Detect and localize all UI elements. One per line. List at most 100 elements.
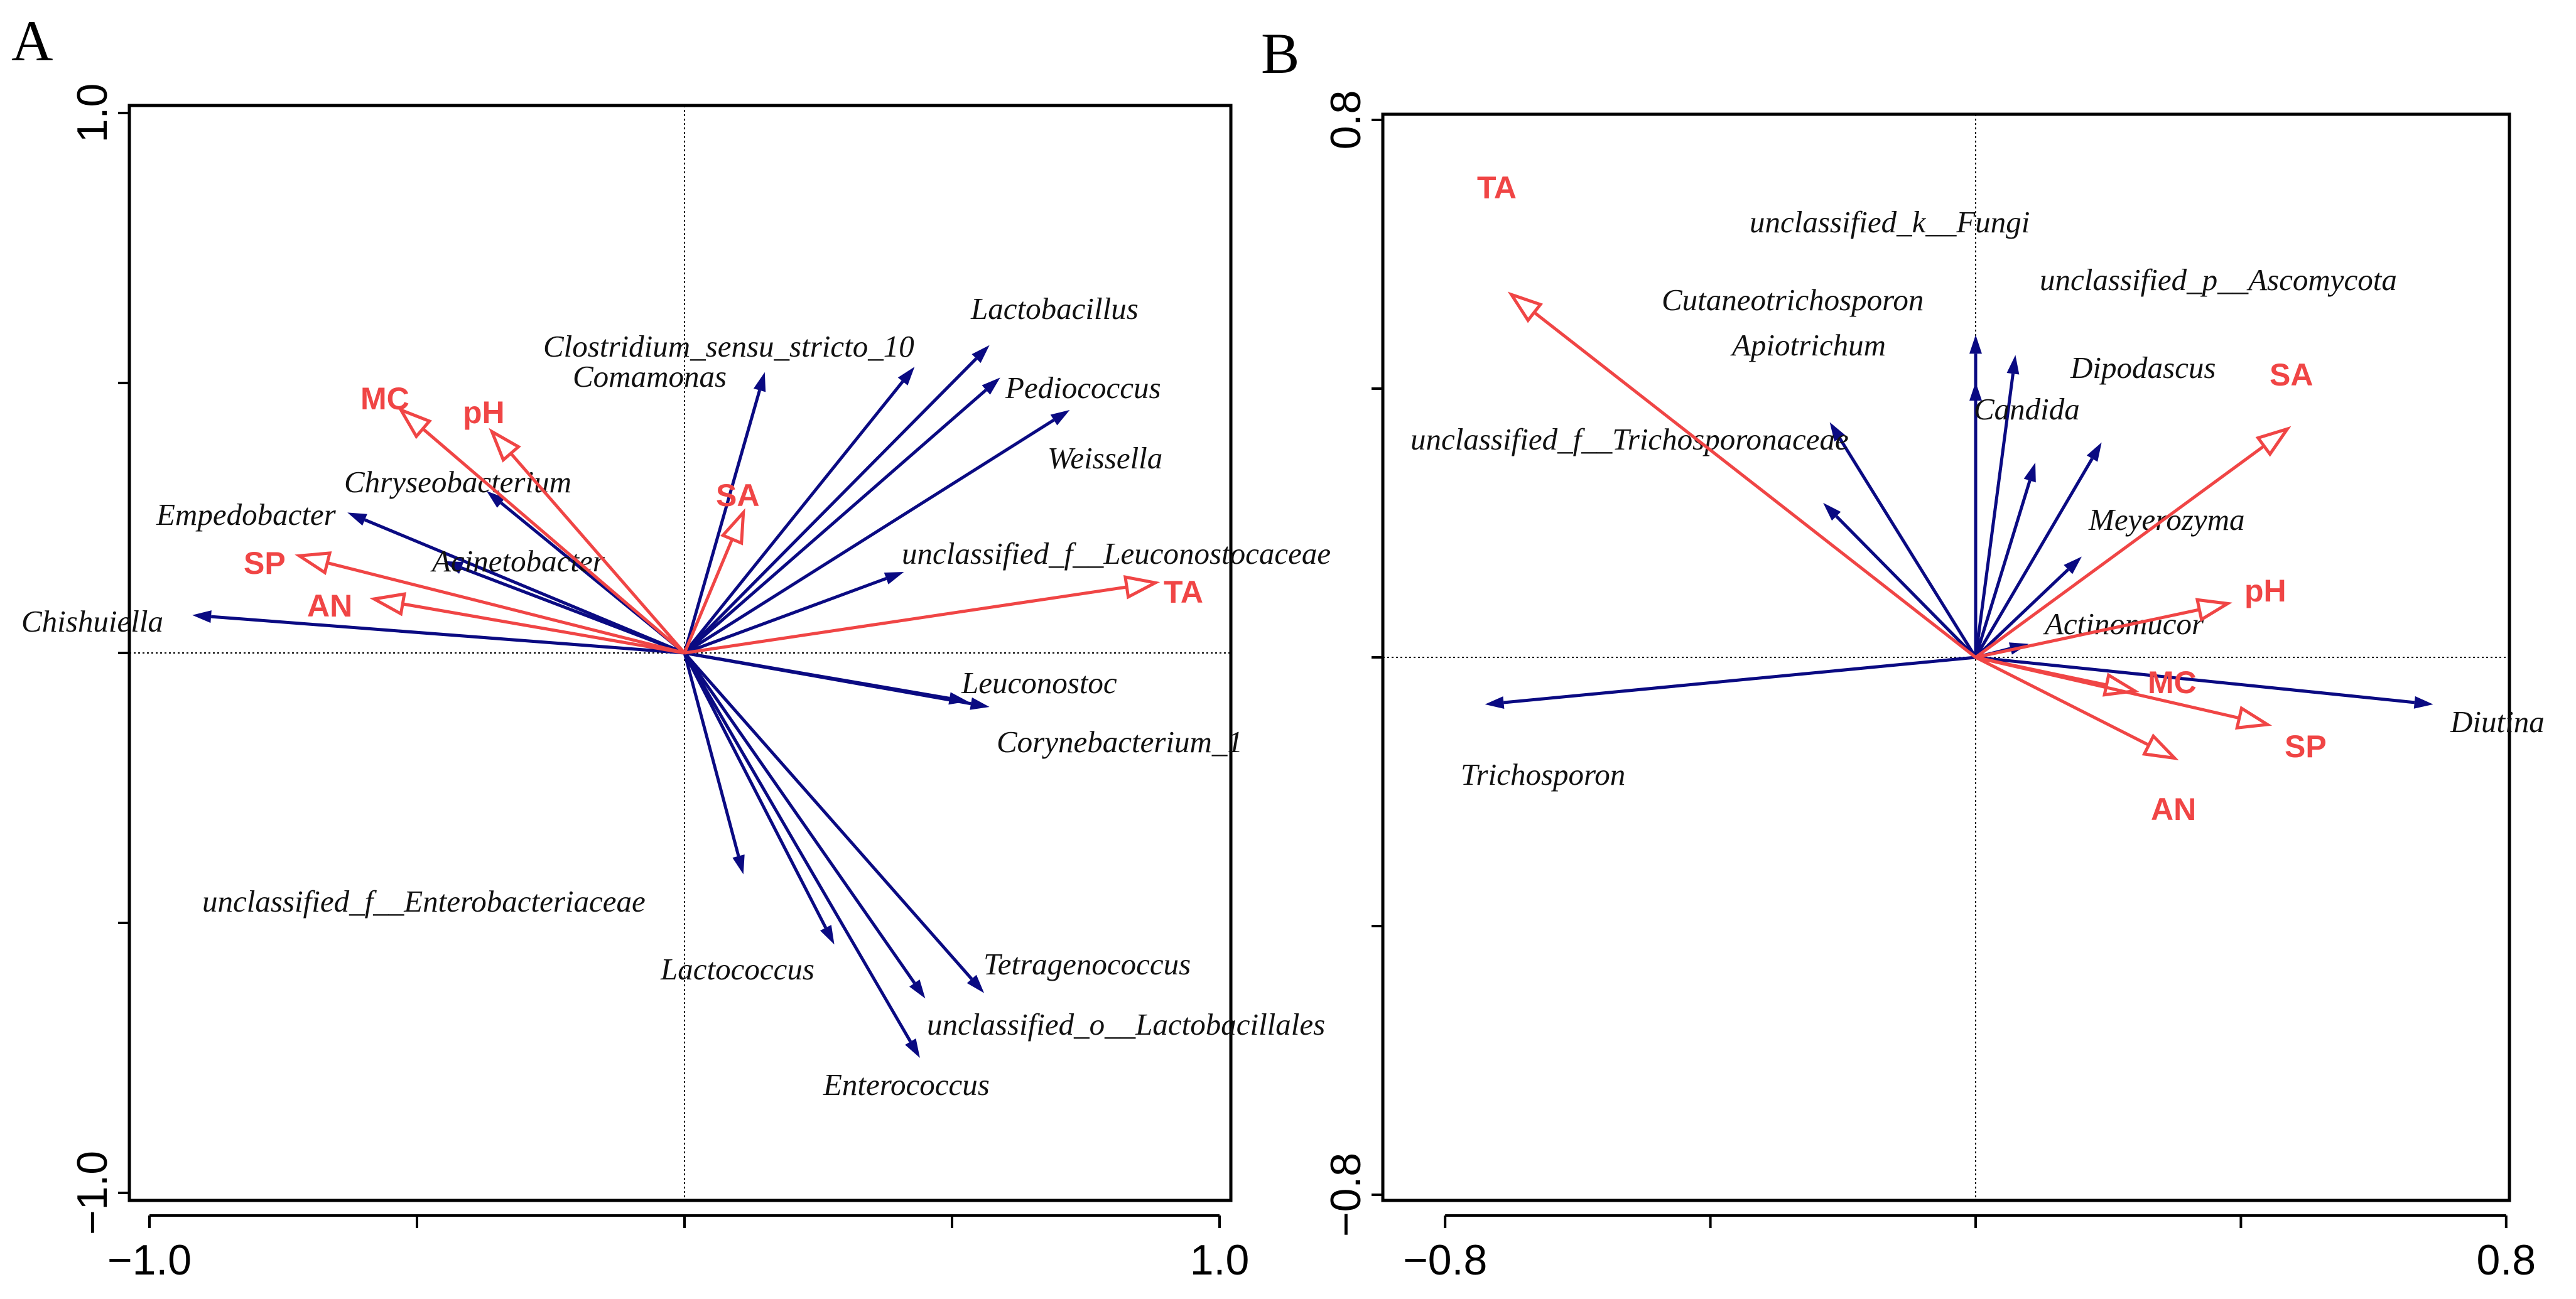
species-arrowhead-unclassified-p-ascomycota (2006, 355, 2020, 375)
species-arrow-lactococcus (683, 652, 828, 929)
species-label-clostridium-sensu-stricto-10: Clostridium_sensu_stricto_10 (543, 329, 914, 364)
species-arrow-acinetobacter (460, 566, 685, 655)
species-arrowhead-comamonas (753, 372, 766, 392)
env-label-an: AN (2151, 792, 2196, 827)
species-arrow-tetragenococcus (683, 652, 973, 980)
species-label-diutina: Diutina (2450, 704, 2545, 739)
env-arrowhead-sp (295, 551, 332, 575)
species-arrowhead-empedobacter (347, 512, 367, 526)
species-arrowhead-lactococcus (820, 925, 835, 945)
species-label-trichosporon: Trichosporon (1461, 757, 1625, 792)
species-label-unclassified-o-lactobacillales: unclassified_o__Lactobacillales (927, 1007, 1325, 1042)
env-label-an: AN (307, 588, 352, 623)
x-tick-label-b: 0.8 (2477, 1236, 2536, 1284)
env-arrowhead-sp (2234, 706, 2273, 730)
species-arrow-corynebacterium-1 (684, 651, 971, 706)
env-arrowhead-sa (720, 508, 745, 546)
env-label-sa: SA (2270, 357, 2313, 392)
species-label-corynebacterium-1: Corynebacterium_1 (997, 725, 1243, 759)
env-arrowhead-sa (2255, 426, 2292, 457)
species-label-comamonas: Comamonas (573, 359, 727, 394)
species-arrow-unclassified-o-lactobacillales (683, 652, 916, 984)
species-arrow-candida (1974, 480, 2032, 658)
panel-letter-a: A (11, 9, 53, 73)
species-label-pediococcus: Pediococcus (1005, 370, 1161, 405)
species-label-leuconostoc: Leuconostoc (961, 666, 1117, 700)
species-arrowhead-tetragenococcus (966, 974, 985, 993)
env-arrow-ph (1975, 608, 2200, 659)
species-arrow-unclassified-f-leuconostocaceae (684, 577, 887, 655)
y-tick-label-b: 0.8 (1322, 90, 1370, 150)
panel-letter-b: B (1261, 21, 1299, 85)
species-arrowhead-corynebacterium-1 (970, 697, 990, 710)
species-label-tetragenococcus: Tetragenococcus (983, 947, 1191, 981)
species-arrowhead-apiotrichum (1829, 422, 1845, 442)
species-arrowhead-lactobacillus (971, 345, 990, 364)
species-arrowhead-dipodascus (2086, 442, 2102, 462)
species-label-lactococcus: Lactococcus (660, 952, 814, 986)
env-arrow-ta (1533, 311, 1977, 659)
env-arrowhead-ta (1507, 291, 1544, 323)
species-label-enterococcus: Enterococcus (823, 1067, 990, 1102)
species-arrow-chishuiella (210, 615, 685, 655)
env-arrow-sa (683, 538, 734, 654)
x-tick-label-a: 1.0 (1190, 1236, 1250, 1284)
species-arrow-unclassified-f-enterobacteriaceae (683, 652, 740, 857)
species-arrowhead-clostridium-sensu-stricto-10 (897, 367, 915, 385)
species-label-unclassified-f-trichosporonaceae: unclassified_f__Trichosporonaceae (1410, 422, 1849, 456)
species-arrow-comamonas (683, 389, 761, 654)
species-arrowhead-unclassified-o-lactobacillales (909, 979, 926, 999)
env-arrowhead-ph (2195, 598, 2232, 622)
species-label-weissella: Weissella (1047, 441, 1162, 475)
species-label-meyerozyma: Meyerozyma (2088, 502, 2245, 537)
species-arrow-lactobacillus (683, 357, 978, 654)
species-label-empedobacter: Empedobacter (156, 497, 337, 532)
env-arrowhead-an (2141, 733, 2179, 760)
env-arrow-sp (327, 561, 685, 655)
panel-a-plot: −1.0 1.0 −1.0 1.0 Lactobacillus Clostridium_s… (21, 84, 1331, 1284)
species-arrowhead-meyerozyma (2064, 556, 2082, 574)
species-arrowhead-trichosporon (1485, 696, 1505, 709)
env-label-ta: TA (1477, 170, 1517, 205)
species-arrowhead-cutaneotrichosporon (1969, 382, 1982, 401)
species-arrowhead-chryseobacterium (486, 491, 506, 508)
env-label-mc: MC (360, 381, 409, 416)
env-label-sa: SA (716, 478, 759, 513)
species-arrow-clostridium-sensu-stricto-10 (683, 380, 904, 654)
y-tick-label-b: −0.8 (1322, 1153, 1370, 1237)
species-arrow-unclassified-p-ascomycota (1974, 373, 2015, 658)
env-arrow-mc (421, 428, 686, 654)
species-arrowhead-unclassified-k-fungi (1969, 335, 1982, 354)
species-label-apiotrichum: Apiotrichum (1730, 328, 1886, 362)
species-label-unclassified-p-ascomycota: unclassified_p__Ascomycota (2040, 262, 2397, 297)
species-arrowhead-unclassified-f-leuconostocaceae (884, 572, 904, 585)
species-arrowhead-enterococcus (905, 1038, 920, 1058)
species-arrow-diutina (1975, 655, 2415, 704)
species-label-unclassified-k-fungi: unclassified_k__Fungi (1750, 205, 2030, 239)
env-label-ph: pH (2244, 573, 2286, 608)
species-label-dipodascus: Dipodascus (2070, 350, 2216, 385)
env-arrow-an (402, 602, 685, 655)
env-arrow-ta (684, 585, 1127, 655)
x-tick-label-a: −1.0 (107, 1236, 192, 1284)
env-arrowhead-an (369, 592, 406, 617)
species-arrowhead-diutina (2413, 696, 2433, 709)
species-arrow-pediococcus (683, 389, 987, 654)
species-arrow-empedobacter (364, 518, 685, 655)
species-label-unclassified-f-leuconostocaceae: unclassified_f__Leuconostocaceae (902, 536, 1331, 571)
panel-b-plot: −0.8 0.8 −0.8 0.8 unclassified_k__Fungi Cutan… (1322, 90, 2545, 1284)
species-arrowhead-unclassified-f-enterobacteriaceae (732, 854, 745, 875)
y-tick-label-a: −1.0 (68, 1151, 116, 1235)
species-arrowhead-acinetobacter (443, 561, 464, 574)
env-arrow-an (1974, 655, 2150, 747)
species-arrowhead-candida (2023, 462, 2036, 483)
species-arrow-weissella (683, 418, 1055, 655)
species-label-cutaneotrichosporon: Cutaneotrichosporon (1662, 283, 1924, 317)
env-arrowhead-ta (1123, 575, 1161, 600)
species-arrow-unclassified-f-trichosporonaceae (1835, 515, 1977, 659)
species-arrowhead-unclassified-f-trichosporonaceae (1823, 502, 1841, 521)
species-label-unclassified-f-enterobacteriaceae: unclassified_f__Enterobacteriaceae (202, 884, 646, 919)
species-label-actinomucor: Actinomucor (2043, 606, 2204, 641)
env-arrowhead-mc (397, 407, 432, 439)
